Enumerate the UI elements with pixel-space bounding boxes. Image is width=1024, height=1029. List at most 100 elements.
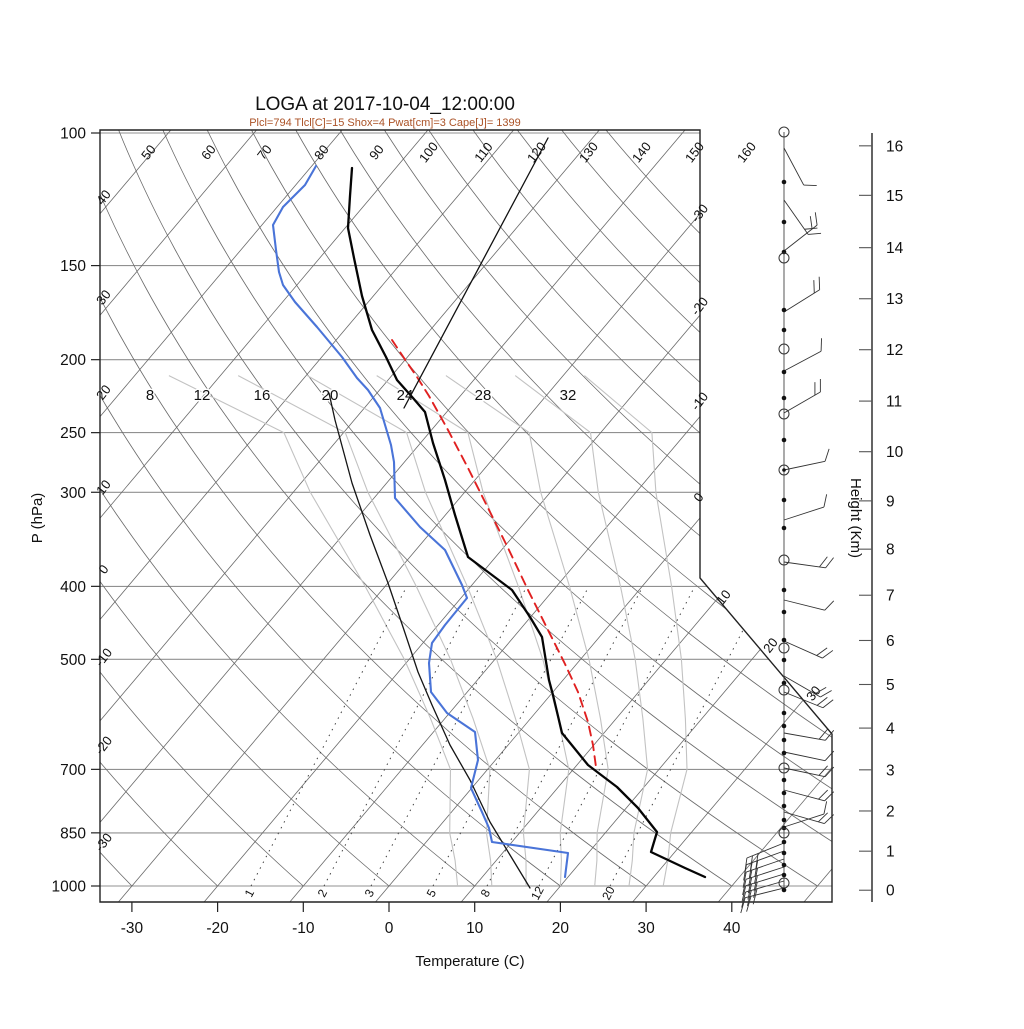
isotherm-label-edge--30: -30: [688, 201, 711, 225]
height-tick-label-9: 9: [886, 493, 895, 510]
sounding-curves: [273, 138, 705, 888]
wind-marker-dot: [782, 370, 787, 375]
wind-profile-column: [741, 127, 834, 913]
wind-marker-dot: [782, 438, 787, 443]
dry-adiabat-label-left-40: 40: [93, 187, 114, 208]
height-tick-label-0: 0: [886, 883, 895, 900]
temp-tick-label-0: 0: [385, 920, 394, 937]
wind-marker-dot: [782, 873, 787, 878]
dry-adiabat-label-top-50: 50: [138, 142, 159, 163]
wind-marker-dot: [782, 308, 787, 313]
wind-marker-dot: [782, 220, 787, 225]
pressure-tick-label-300: 300: [60, 485, 86, 502]
wind-marker-dot: [782, 180, 787, 185]
wind-barb-tick: [818, 790, 827, 799]
dry-adiabat-label-left--10: -10: [92, 645, 115, 669]
wetbulb-curve: [273, 166, 568, 877]
wind-barb-tick: [815, 212, 817, 225]
pressure-tick-label-150: 150: [60, 258, 86, 275]
mixing-ratio-label-5: 5: [424, 887, 440, 900]
isotherm--20: [204, 130, 856, 902]
dry-adiabat-130: [473, 130, 1024, 886]
dry-adiabat-label-top-60: 60: [198, 142, 219, 163]
wind-barb-tick: [808, 233, 821, 234]
x-axis-title: Temperature (C): [415, 953, 524, 970]
chart-layer: 1001502002503004005007008501000-30-20-10…: [0, 126, 1024, 938]
pressure-tick-label-1000: 1000: [52, 879, 87, 896]
wind-marker-dot: [782, 751, 787, 756]
left-axis-title: P (hPa): [29, 493, 46, 544]
isotherm-50: [804, 130, 1024, 902]
height-tick-label-3: 3: [886, 762, 895, 779]
wind-barb-shaft: [784, 507, 824, 520]
dry-adiabat-label-left-20: 20: [93, 382, 114, 403]
height-tick-label-1: 1: [886, 844, 895, 861]
isotherm-10: [461, 130, 1024, 902]
height-tick-label-14: 14: [886, 240, 904, 257]
mixing-ratio-label-1: 1: [242, 887, 258, 900]
dry-adiabat-label-top-150: 150: [682, 139, 707, 165]
height-tick-label-7: 7: [886, 588, 895, 605]
isotherm--40: [33, 130, 685, 902]
moist-adiabat-label-32: 32: [560, 387, 577, 404]
wind-marker-dot: [782, 738, 787, 743]
temp-tick-label--20: -20: [206, 920, 229, 937]
height-tick-label-12: 12: [886, 342, 903, 359]
pressure-tick-label-700: 700: [60, 762, 86, 779]
wind-barb-tick: [817, 648, 828, 656]
height-tick-label-8: 8: [886, 542, 895, 559]
dry-adiabat-60: [163, 130, 903, 886]
moist-adiabat-label-12: 12: [194, 387, 211, 404]
wind-marker-dot: [782, 610, 787, 615]
wind-barb-shaft: [784, 461, 825, 470]
moist-adiabat-label-28: 28: [475, 387, 492, 404]
wind-barb-tick: [824, 801, 827, 814]
dry-adiabat-label-top-160: 160: [734, 139, 759, 165]
temp-tick-label-30: 30: [637, 920, 655, 937]
temp-tick-label-10: 10: [466, 920, 484, 937]
wind-barb-shaft: [784, 600, 825, 610]
wind-barb-tick: [741, 898, 745, 913]
wind-barb-tick: [810, 216, 812, 229]
dry-adiabat-110: [384, 130, 1024, 886]
moist-adiabat-20: [377, 376, 569, 886]
wind-marker-dot: [782, 851, 787, 856]
dry-adiabat-160: [606, 130, 1024, 886]
wind-marker-dot: [782, 778, 787, 783]
wind-marker-dot: [782, 888, 787, 893]
wind-barb-shaft: [784, 562, 826, 568]
height-tick-label-4: 4: [886, 721, 895, 738]
wind-barb-tick: [824, 494, 827, 507]
dewpoint-curve: [329, 393, 530, 888]
pressure-tick-label-200: 200: [60, 352, 86, 369]
dry-adiabat-label-left-10: 10: [93, 477, 114, 498]
dry-adiabat-label-top-90: 90: [366, 142, 387, 163]
chart-title: LOGA at 2017-10-04_12:00:00: [255, 94, 515, 115]
wind-marker-dot: [782, 526, 787, 531]
wind-marker-dot: [782, 818, 787, 823]
wind-marker-dot: [782, 588, 787, 593]
dry-adiabat-100: [340, 130, 1024, 886]
wind-barb-shaft: [784, 752, 825, 761]
wind-barb-tick: [826, 558, 834, 568]
height-tick-label-10: 10: [886, 444, 904, 461]
isotherm-40: [718, 130, 1024, 902]
temp-tick-label-40: 40: [723, 920, 741, 937]
mixing-ratio-1: [251, 590, 405, 886]
height-tick-label-11: 11: [886, 394, 902, 411]
dry-adiabat-label-top-130: 130: [576, 139, 601, 165]
dry-adiabat-label-left-30: 30: [93, 287, 114, 308]
height-tick-label-15: 15: [886, 188, 903, 205]
wind-barb-tick: [825, 449, 829, 461]
wind-marker-dot: [782, 328, 787, 333]
mixing-ratio-8: [487, 590, 641, 886]
dry-adiabat-label-left--20: -20: [92, 733, 115, 757]
dry-adiabat-label-top-110: 110: [471, 139, 496, 165]
dry-adiabat-label-top-70: 70: [254, 142, 275, 163]
wind-barb-shaft: [784, 814, 824, 827]
moist-adiabat-8: [169, 376, 458, 886]
wind-barb-tick: [747, 896, 751, 911]
dry-adiabat-50: [119, 130, 818, 886]
isotherm--80: [0, 130, 342, 902]
